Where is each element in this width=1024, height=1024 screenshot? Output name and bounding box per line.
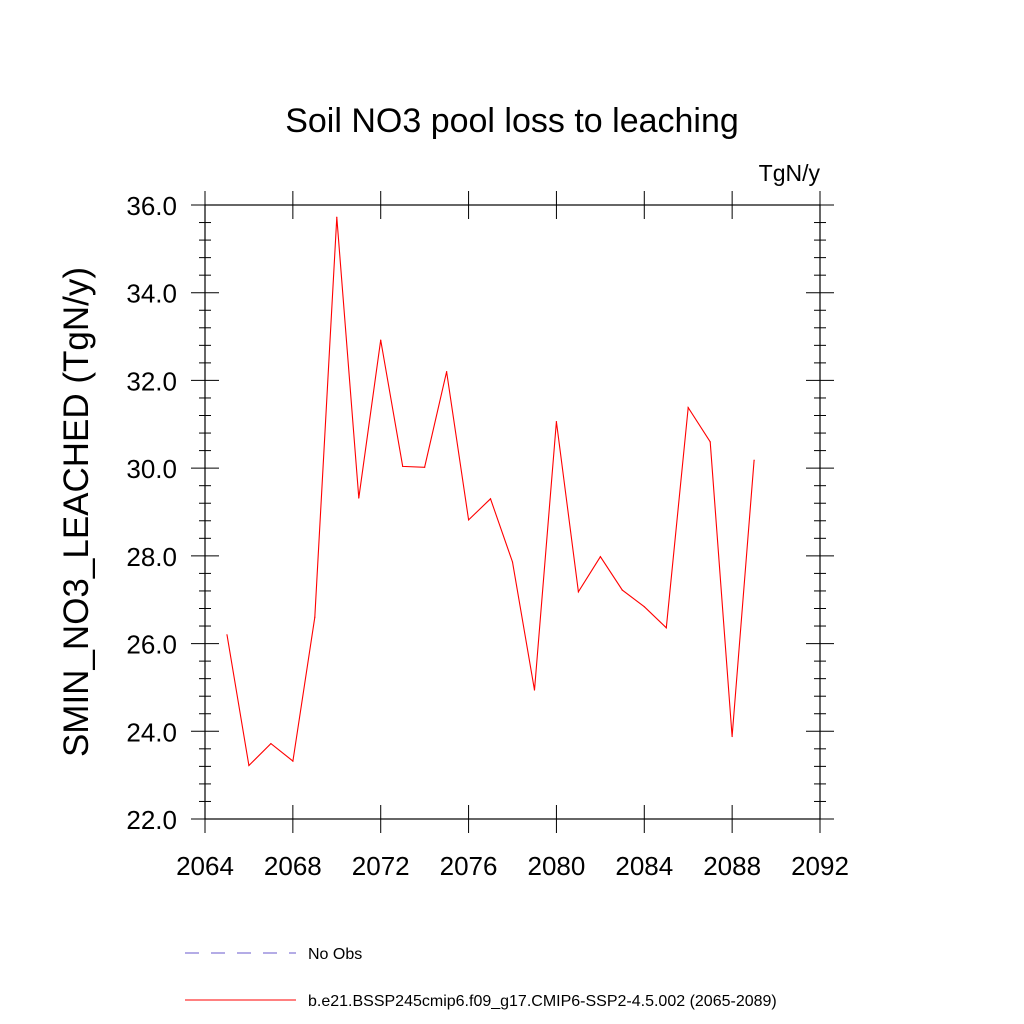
series-layer	[226, 216, 755, 767]
data-point	[270, 742, 272, 745]
data-point	[489, 498, 492, 500]
x-tick-label: 2088	[703, 851, 761, 881]
x-tick-label: 2092	[791, 851, 849, 881]
series-line-1	[226, 217, 755, 767]
data-point	[511, 561, 514, 563]
data-point	[555, 421, 558, 423]
y-axis-label: SMIN_NO3_LEACHED (TgN/y)	[57, 267, 96, 757]
data-point	[358, 497, 360, 499]
x-tick-label: 2080	[528, 851, 586, 881]
data-point	[533, 689, 536, 691]
data-point	[424, 466, 426, 468]
legend-label-1: b.e21.BSSP245cmip6.f09_g17.CMIP6-SSP2-4.…	[308, 993, 777, 1010]
plot-border	[204, 204, 821, 820]
x-tick-label: 2064	[176, 851, 234, 881]
data-point	[446, 371, 448, 373]
y-tick-label: 34.0	[126, 279, 177, 309]
units-label: TgN/y	[759, 160, 821, 186]
data-point	[709, 441, 711, 443]
chart-title: Soil NO3 pool loss to leaching	[285, 102, 739, 140]
data-point	[665, 627, 667, 629]
x-tick-label: 2084	[615, 851, 673, 881]
y-tick-label: 24.0	[126, 717, 177, 747]
legend-label-0: No Obs	[308, 946, 362, 963]
y-axis: 22.0 24.0 26.0 28.0 30.0 32.0 34.0 36.0	[126, 191, 834, 835]
y-tick-label: 26.0	[126, 630, 177, 660]
data-point	[380, 339, 382, 341]
y-tick-label: 22.0	[126, 805, 177, 835]
data-point	[577, 591, 579, 593]
data-point	[753, 459, 755, 461]
data-point	[336, 216, 338, 218]
data-point	[599, 556, 601, 558]
x-tick-label: 2068	[264, 851, 322, 881]
data-point	[621, 589, 623, 591]
legend: No Obs b.e21.BSSP245cmip6.f09_g17.CMIP6-S…	[185, 946, 777, 1010]
data-point	[643, 606, 645, 608]
x-axis: 2064 2068 2072 2076 2080 2084 2088 2092	[176, 191, 849, 881]
x-tick-label: 2072	[352, 851, 410, 881]
y-tick-label: 32.0	[126, 366, 177, 396]
y-tick-label: 30.0	[126, 454, 177, 484]
plot-frame	[204, 204, 821, 820]
data-point	[402, 465, 404, 467]
data-point	[292, 760, 294, 762]
data-point	[687, 407, 689, 409]
x-tick-label: 2076	[440, 851, 498, 881]
data-point	[731, 735, 733, 738]
data-point	[248, 764, 250, 767]
y-tick-label: 36.0	[126, 191, 177, 221]
y-tick-label: 28.0	[126, 542, 177, 572]
data-point	[467, 519, 470, 521]
data-point	[314, 616, 316, 618]
data-point	[226, 634, 228, 636]
